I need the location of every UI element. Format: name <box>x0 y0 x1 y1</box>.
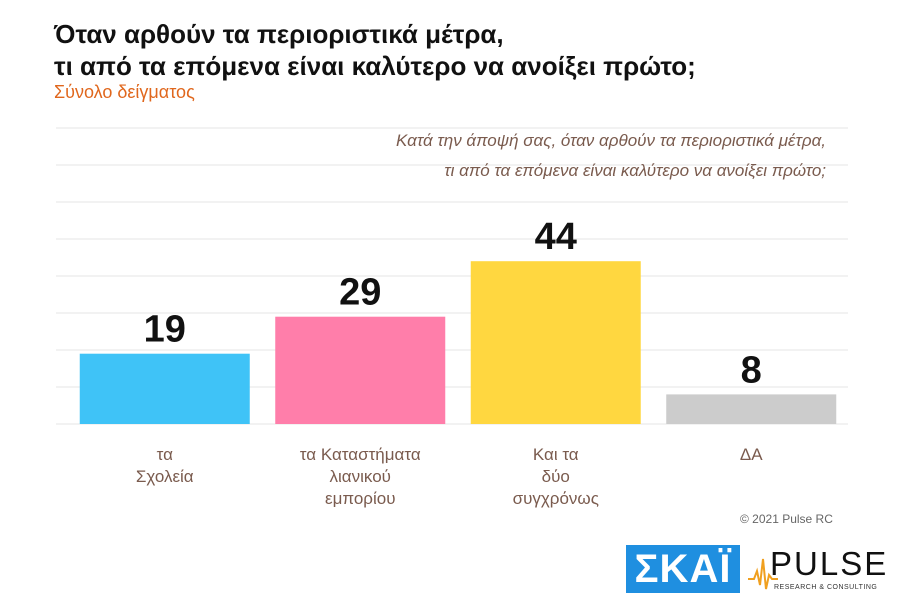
category-label-2: εμπορίου <box>325 489 396 508</box>
chart-subtitle: Σύνολο δείγματος <box>54 82 195 102</box>
skai-logo: ΣΚΑΪ <box>626 545 740 593</box>
pulse-logo-word: PULSE <box>770 545 889 582</box>
pulse-wave-icon <box>748 558 778 590</box>
category-label-4: ΔΑ <box>740 445 763 464</box>
category-label-3: συγχρόνως <box>513 489 599 508</box>
category-label-1: τα <box>157 445 173 464</box>
copyright: © 2021 Pulse RC <box>740 512 833 526</box>
bar-2 <box>275 316 446 424</box>
value-label-2: 29 <box>339 272 381 314</box>
title-line-2: τι από τα επόμενα είναι καλύτερο να ανοί… <box>54 51 696 81</box>
category-label-2: λιανικού <box>330 467 391 486</box>
bars <box>79 261 837 424</box>
category-label-3: Και τα <box>533 445 579 464</box>
value-label-4: 8 <box>741 349 762 391</box>
value-labels: 19 29 44 8 <box>144 216 762 391</box>
chart-title: Όταν αρθούν τα περιοριστικά μέτρα, τι απ… <box>54 18 774 82</box>
category-labels: τα Σχολεία τα Καταστήματα λιανικού εμπορίου Κ… <box>136 445 763 508</box>
pulse-logo: PULSE RESEARCH & CONSULTING <box>748 545 886 597</box>
category-label-1: Σχολεία <box>136 467 194 486</box>
value-label-1: 19 <box>144 309 186 351</box>
title-line-1: Όταν αρθούν τα περιοριστικά μέτρα, <box>54 19 504 49</box>
category-label-3: δύο <box>542 467 570 486</box>
value-label-3: 44 <box>535 216 577 258</box>
bar-1 <box>79 353 250 424</box>
question-line-2: τι από τα επόμενα είναι καλύτερο να ανοί… <box>444 161 826 180</box>
gridlines <box>56 127 848 425</box>
bar-3 <box>470 261 641 424</box>
question-line-1: Κατά την άποψή σας, όταν αρθούν τα περιο… <box>396 131 826 150</box>
pulse-logo-subtitle: RESEARCH & CONSULTING <box>774 584 878 591</box>
bar-4 <box>666 394 837 424</box>
category-label-2: τα Καταστήματα <box>300 445 421 464</box>
question-text: Κατά την άποψή σας, όταν αρθούν τα περιο… <box>226 126 826 186</box>
